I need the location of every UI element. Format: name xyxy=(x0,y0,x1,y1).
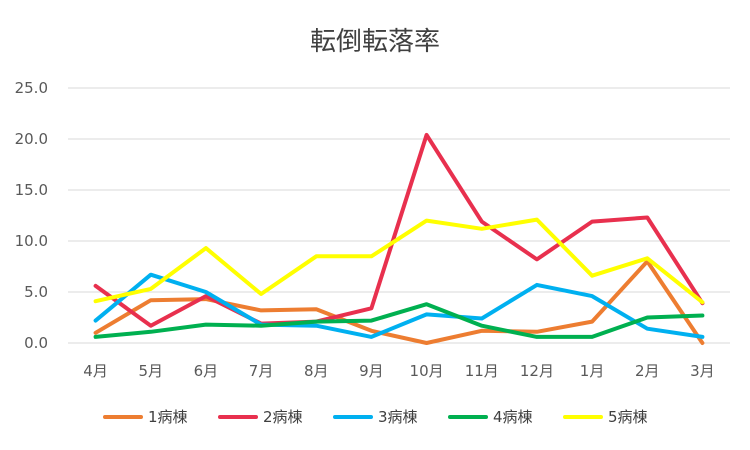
legend-label: 2病棟 xyxy=(263,408,303,426)
y-tick-label: 0.0 xyxy=(24,334,48,352)
x-tick-label: 2月 xyxy=(635,362,660,380)
series-line-3 xyxy=(93,272,705,339)
series-lines xyxy=(93,132,705,345)
x-tick-label: 10月 xyxy=(410,362,444,380)
chart-title: 転倒転落率 xyxy=(310,27,440,57)
y-axis-ticks: 0.0 5.0 10.0 15.0 20.0 25.0 xyxy=(15,79,48,352)
legend-label: 5病棟 xyxy=(608,408,648,426)
y-tick-label: 15.0 xyxy=(15,181,48,199)
x-tick-label: 1月 xyxy=(580,362,605,380)
y-tick-label: 20.0 xyxy=(15,130,48,148)
legend-label: 3病棟 xyxy=(378,408,418,426)
series-line-4 xyxy=(93,302,705,339)
x-tick-label: 4月 xyxy=(83,362,108,380)
x-tick-label: 9月 xyxy=(359,362,384,380)
x-tick-label: 3月 xyxy=(690,362,715,380)
y-tick-label: 5.0 xyxy=(24,283,48,301)
y-tick-label: 10.0 xyxy=(15,232,48,250)
legend-label: 4病棟 xyxy=(493,408,533,426)
x-tick-label: 11月 xyxy=(465,362,499,380)
x-tick-label: 6月 xyxy=(194,362,219,380)
x-tick-label: 8月 xyxy=(304,362,329,380)
series-line-2 xyxy=(93,132,705,328)
legend-label: 1病棟 xyxy=(148,408,188,426)
legend: 1病棟 2病棟 3病棟 4病棟 5病棟 xyxy=(103,408,648,426)
x-axis-ticks: 4月 5月 6月 7月 8月 9月 10月 11月 12月 1月 2月 3月 xyxy=(83,362,714,380)
y-tick-label: 25.0 xyxy=(15,79,48,97)
x-tick-label: 12月 xyxy=(520,362,554,380)
x-tick-label: 5月 xyxy=(138,362,163,380)
series-line-5 xyxy=(93,217,705,305)
x-tick-label: 7月 xyxy=(249,362,274,380)
grid-lines xyxy=(68,87,730,344)
